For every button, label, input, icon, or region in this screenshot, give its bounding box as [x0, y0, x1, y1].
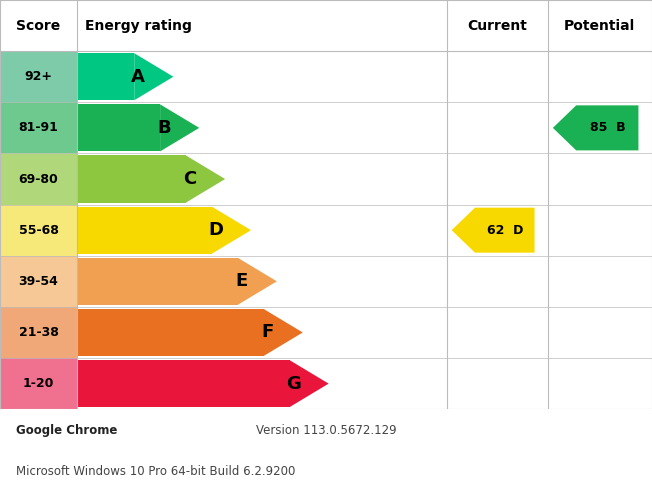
Polygon shape: [160, 104, 200, 151]
Polygon shape: [452, 208, 535, 252]
Text: 21-38: 21-38: [18, 326, 59, 339]
Text: 1-20: 1-20: [23, 377, 54, 390]
Bar: [77, 156, 186, 202]
Bar: [77, 53, 134, 100]
Bar: [77, 258, 238, 305]
Polygon shape: [263, 309, 303, 356]
Text: 62  D: 62 D: [486, 224, 523, 237]
Text: Microsoft Windows 10 Pro 64-bit Build 6.2.9200: Microsoft Windows 10 Pro 64-bit Build 6.…: [16, 465, 295, 478]
Polygon shape: [289, 360, 329, 407]
Text: C: C: [183, 170, 196, 188]
Bar: [0, 51, 77, 102]
Text: Google Chrome: Google Chrome: [16, 425, 117, 437]
Text: G: G: [286, 374, 301, 393]
Text: Current: Current: [467, 18, 527, 33]
Text: F: F: [261, 323, 274, 341]
Bar: [77, 104, 160, 151]
Bar: [0, 358, 77, 409]
Bar: [0, 153, 77, 205]
Bar: [0, 256, 77, 307]
Text: 85  B: 85 B: [589, 122, 625, 134]
Text: Version 113.0.5672.129: Version 113.0.5672.129: [256, 425, 396, 437]
Text: B: B: [157, 119, 171, 137]
Bar: [0, 205, 77, 256]
Bar: [77, 309, 263, 356]
Text: Potential: Potential: [564, 18, 636, 33]
Polygon shape: [212, 207, 251, 254]
Bar: [0, 102, 77, 153]
Text: A: A: [131, 68, 145, 86]
Text: D: D: [208, 221, 223, 239]
Text: Energy rating: Energy rating: [85, 18, 192, 33]
Text: Score: Score: [16, 18, 61, 33]
Bar: [77, 360, 289, 407]
Text: E: E: [235, 272, 248, 290]
Polygon shape: [186, 156, 225, 202]
Polygon shape: [238, 258, 277, 305]
Polygon shape: [553, 105, 638, 150]
Polygon shape: [134, 53, 173, 100]
Bar: [77, 207, 212, 254]
Text: 69-80: 69-80: [19, 173, 58, 186]
Text: 81-91: 81-91: [18, 122, 59, 134]
Text: 92+: 92+: [25, 70, 52, 83]
Text: 39-54: 39-54: [18, 275, 59, 288]
Bar: [0, 307, 77, 358]
Text: 55-68: 55-68: [18, 224, 59, 237]
